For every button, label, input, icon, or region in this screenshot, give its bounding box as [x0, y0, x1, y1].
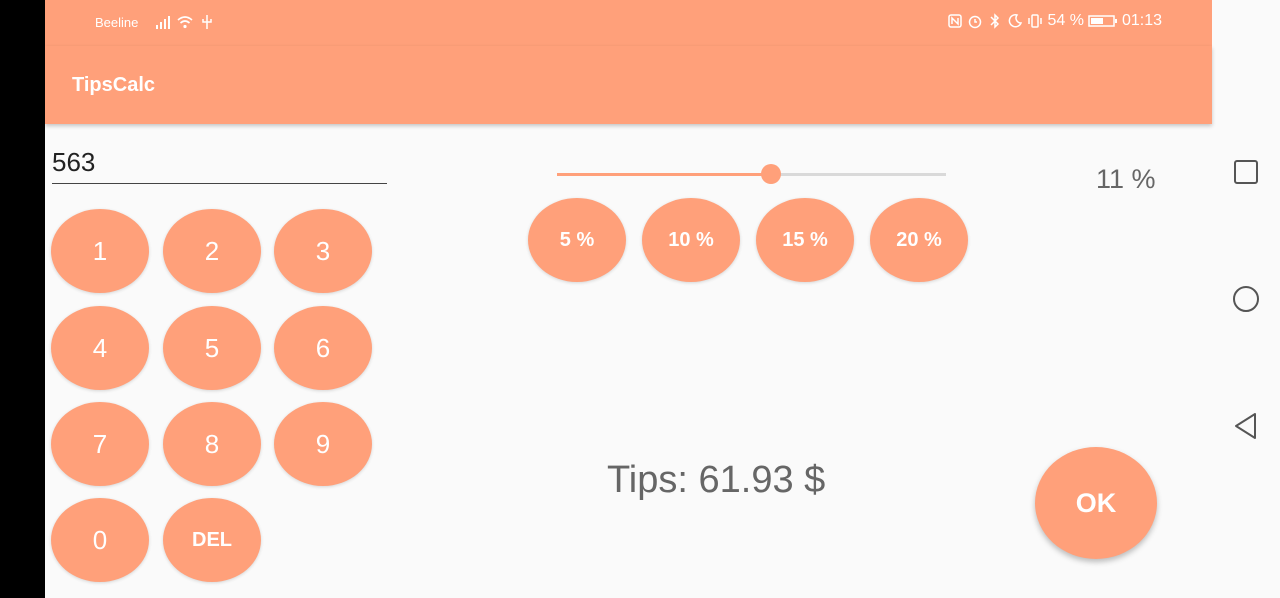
wifi-icon	[177, 16, 193, 29]
key-5[interactable]: 5	[163, 306, 261, 390]
preset-10-button[interactable]: 10 %	[642, 198, 740, 282]
vibrate-icon	[1028, 14, 1043, 28]
status-bar: Beeline 5	[45, 0, 1212, 46]
preset-20-button[interactable]: 20 %	[870, 198, 968, 282]
status-time: 01:13	[1121, 12, 1162, 29]
delete-button[interactable]: DEL	[163, 498, 261, 582]
battery-icon	[1088, 15, 1117, 27]
moon-icon	[1009, 14, 1023, 28]
home-button[interactable]	[1229, 282, 1263, 316]
navigation-bar	[1212, 0, 1280, 598]
key-9[interactable]: 9	[274, 402, 372, 486]
amount-input[interactable]	[52, 146, 387, 184]
ok-button[interactable]: OK	[1035, 447, 1157, 559]
recent-apps-button[interactable]	[1229, 155, 1263, 189]
key-2[interactable]: 2	[163, 209, 261, 293]
percent-readout: 11 %	[1096, 164, 1156, 194]
signal-icon	[156, 16, 170, 29]
back-icon	[1235, 413, 1256, 439]
usb-icon	[202, 15, 212, 29]
key-1[interactable]: 1	[51, 209, 149, 293]
key-4[interactable]: 4	[51, 306, 149, 390]
carrier-label: Beeline	[95, 15, 139, 30]
battery-percent: 54 %	[1047, 12, 1084, 29]
key-6[interactable]: 6	[274, 306, 372, 390]
preset-5-button[interactable]: 5 %	[528, 198, 626, 282]
alarm-icon	[969, 15, 982, 29]
percent-slider-fill	[557, 173, 771, 176]
left-edge	[0, 0, 45, 598]
key-8[interactable]: 8	[163, 402, 261, 486]
bluetooth-icon	[990, 13, 1000, 29]
nfc-icon	[948, 14, 963, 28]
percent-slider-thumb[interactable]	[760, 164, 781, 184]
recent-apps-icon	[1234, 160, 1258, 184]
key-0[interactable]: 0	[51, 498, 149, 582]
app-title: TipsCalc	[72, 74, 155, 96]
back-button[interactable]	[1229, 409, 1263, 443]
key-7[interactable]: 7	[51, 402, 149, 486]
home-icon	[1233, 286, 1259, 312]
key-3[interactable]: 3	[274, 209, 372, 293]
app-bar: TipsCalc	[45, 46, 1212, 124]
preset-15-button[interactable]: 15 %	[756, 198, 854, 282]
tips-result: Tips: 61.93 $	[607, 459, 826, 501]
